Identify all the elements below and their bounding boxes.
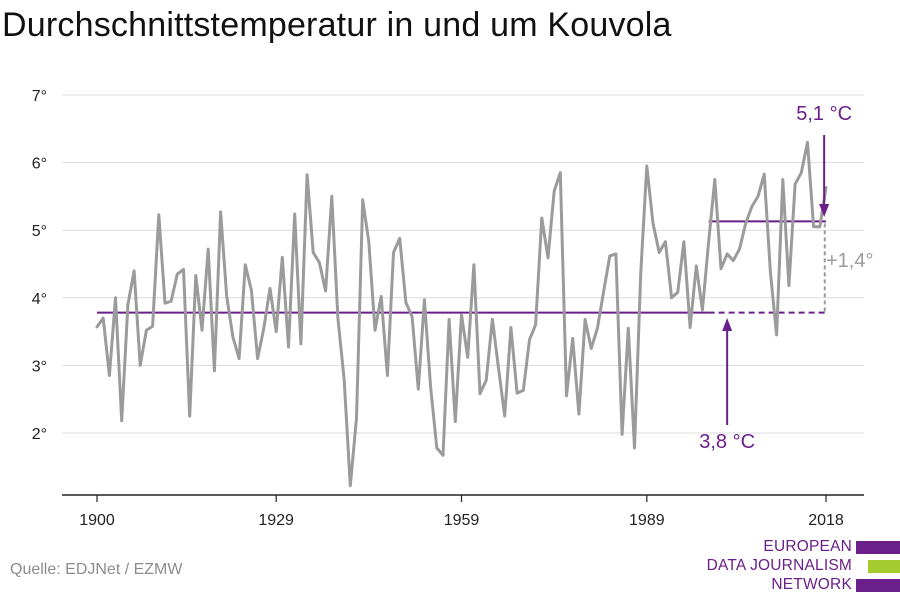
logo-text-line-1: EUROPEAN — [763, 538, 852, 555]
y-tick-label: 3° — [32, 358, 47, 375]
logo-bar-2 — [868, 560, 900, 573]
y-tick-label: 7° — [32, 88, 47, 105]
logo-bar-1 — [856, 541, 900, 554]
x-tick-label: 1900 — [79, 512, 115, 529]
source-label: Quelle: EDJNet / EZMW — [10, 561, 183, 578]
difference-label: +1,4° — [826, 250, 873, 272]
y-tick-label: 6° — [32, 156, 47, 173]
upper-arrow-head — [819, 204, 830, 217]
x-tick-label: 2018 — [808, 512, 844, 529]
chart-title: Durchschnittstemperatur in und um Kouvol… — [2, 6, 672, 44]
y-tick-label: 2° — [32, 426, 47, 443]
y-tick-label: 5° — [32, 223, 47, 240]
logo-bar-3 — [856, 579, 900, 592]
logo-text-line-3: NETWORK — [771, 576, 852, 593]
x-tick-label: 1929 — [258, 512, 294, 529]
temperature-series-line — [95, 140, 828, 488]
upper-reference-label: 5,1 °C — [796, 103, 852, 125]
x-tick-label: 1959 — [444, 512, 480, 529]
lower-arrow-head — [722, 318, 733, 331]
lower-reference-label: 3,8 °C — [699, 431, 755, 453]
y-tick-label: 4° — [32, 291, 47, 308]
edjnet-logo: EUROPEAN DATA JOURNALISM NETWORK — [700, 538, 900, 600]
x-tick-label: 1989 — [629, 512, 665, 529]
logo-text-line-2: DATA JOURNALISM — [706, 557, 852, 574]
